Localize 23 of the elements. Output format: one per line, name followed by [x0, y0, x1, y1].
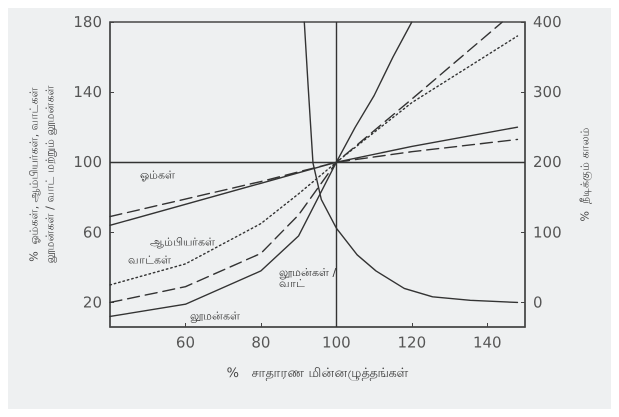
- y-tick-label: 100: [73, 153, 102, 172]
- y-tick-label: 140: [73, 83, 102, 102]
- x-tick-label: 100: [322, 334, 351, 352]
- x-tick-label: 140: [472, 334, 502, 352]
- y-tick-label: 180: [73, 13, 102, 31]
- y2-tick-label: 300: [533, 83, 562, 102]
- annotation: லூமன்கள்: [190, 310, 240, 322]
- y-tick-label: 20: [82, 293, 102, 312]
- y2-tick-label: 0: [533, 293, 543, 312]
- x-tick-label: 60: [176, 334, 195, 352]
- annotation: வாட்கள்: [128, 254, 171, 266]
- annotation: லூமன்கள் / வாட்: [279, 266, 336, 290]
- x-tick-label: 80: [251, 334, 270, 352]
- y2-tick-label: 400: [533, 13, 562, 31]
- x-axis-title: % சாதாரண மின்னழுத்தங்கள்: [226, 366, 408, 381]
- annotation: ஓம்கள்: [140, 168, 175, 182]
- y-tick-label: 60: [82, 223, 102, 242]
- y2-tick-label: 100: [533, 223, 562, 242]
- annotation: ஆம்பியர்கள்: [150, 236, 215, 248]
- y-axis-title: % ஓம்கள், ஆம்பியர்கள், வாட்கள் லூமன்கள் / வாட் மற்றும் லூமன்கள்: [28, 86, 56, 264]
- y2-axis-title: % நீடிக்கும் காலம்: [578, 128, 594, 222]
- y2-tick-label: 200: [533, 153, 562, 172]
- x-tick-label: 120: [398, 334, 426, 352]
